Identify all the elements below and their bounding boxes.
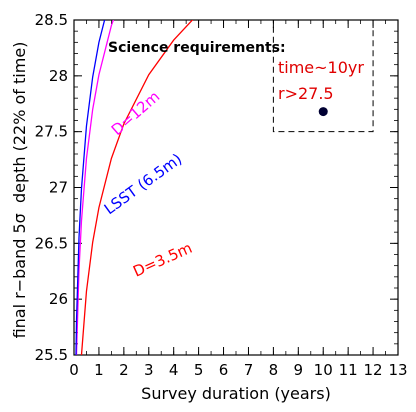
depth-requirement-label: r>27.5: [278, 84, 334, 103]
series-label-lsst: LSST (6.5m): [101, 150, 186, 218]
x-tick-label: 2: [119, 361, 129, 379]
x-axis-ticks: 0 1 2 3 4 5 6 7 8 9 10 11 12 13: [69, 20, 408, 379]
x-tick-label: 4: [169, 361, 179, 379]
y-tick-label: 26: [49, 290, 68, 308]
x-tick-label: 0: [69, 361, 79, 379]
series-lines: [75, 20, 194, 355]
x-tick-label: 11: [339, 361, 358, 379]
x-tick-label: 7: [244, 361, 254, 379]
y-tick-label: 27.5: [35, 123, 68, 141]
x-tick-label: 6: [219, 361, 229, 379]
y-tick-label: 25.5: [35, 346, 68, 364]
target-marker: [318, 107, 328, 117]
x-axis-title: Survey duration (years): [141, 384, 331, 403]
x-tick-label: 1: [94, 361, 104, 379]
x-tick-label: 13: [388, 361, 407, 379]
x-tick-label: 3: [144, 361, 154, 379]
y-tick-label: 27: [49, 179, 68, 197]
series-line-1: [75, 20, 106, 355]
y-axis-title: final r−band 5σ depth (22% of time): [10, 42, 29, 339]
series-line-2: [80, 20, 194, 355]
x-tick-label: 12: [364, 361, 383, 379]
requirements-title: Science requirements:: [108, 40, 286, 56]
y-tick-label: 28.5: [35, 11, 68, 29]
series-line-0: [75, 20, 115, 355]
requirement-box: [272, 19, 374, 133]
x-tick-label: 9: [294, 361, 304, 379]
series-label-d3-5m: D=3.5m: [130, 239, 195, 281]
series-label-d12m: D=12m: [108, 87, 163, 139]
x-tick-label: 8: [269, 361, 279, 379]
y-axis-ticks: 25.5 26 26.5 27 27.5 28 28.5: [35, 11, 398, 364]
x-tick-label: 10: [314, 361, 333, 379]
y-tick-label: 26.5: [35, 234, 68, 252]
x-tick-label: 5: [194, 361, 204, 379]
time-requirement-label: time~10yr: [278, 58, 364, 77]
y-tick-label: 28: [49, 67, 68, 85]
